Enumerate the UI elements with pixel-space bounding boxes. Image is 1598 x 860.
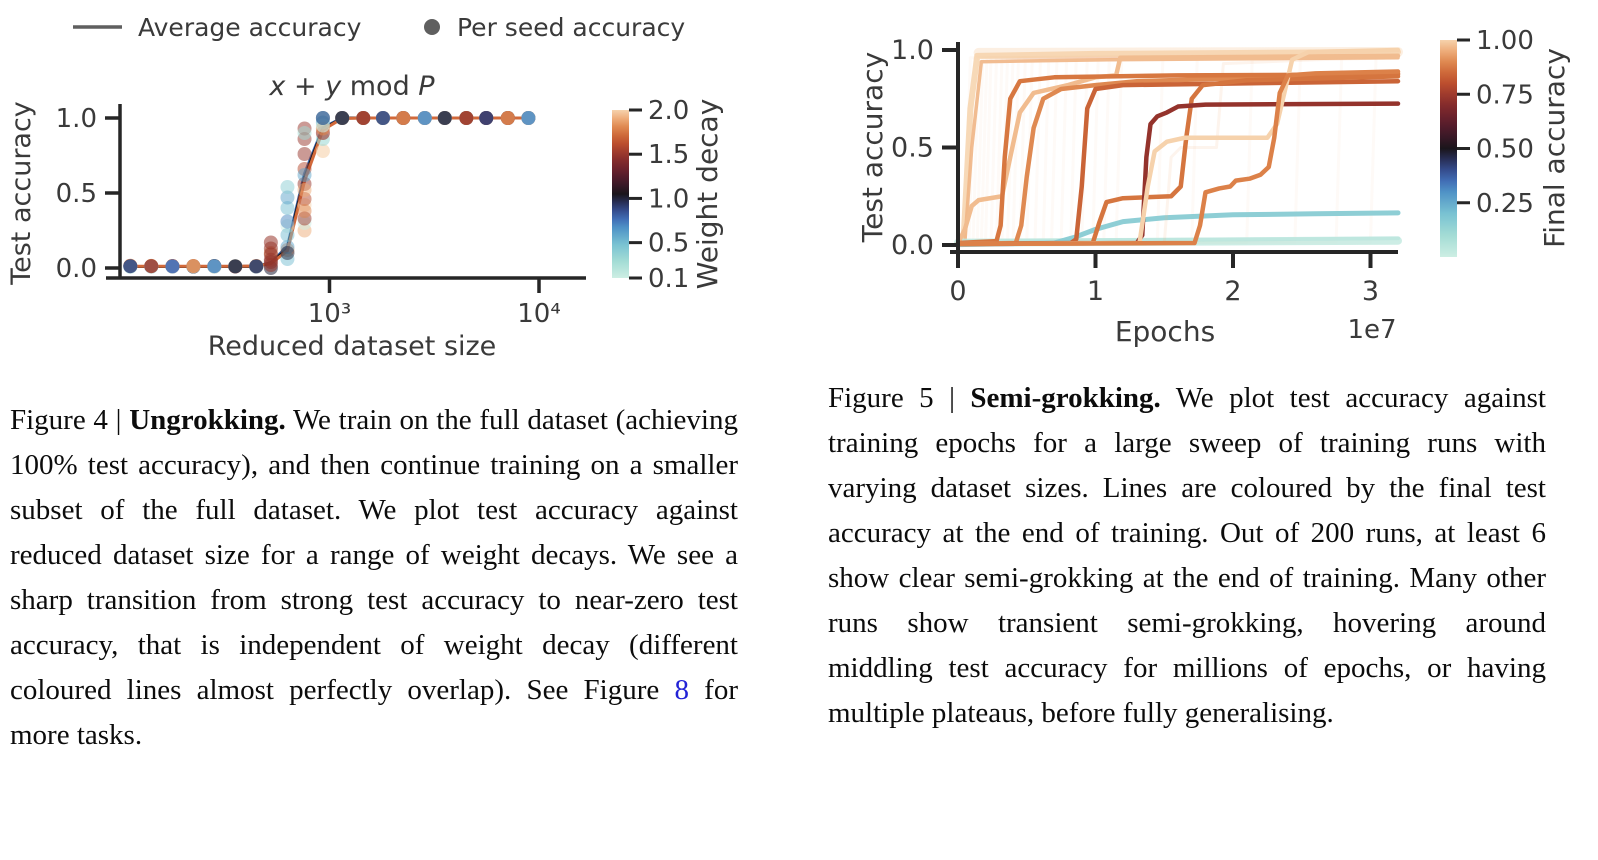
figure8-link[interactable]: 8: [674, 674, 689, 706]
fig4-scatter-dot: [521, 111, 536, 125]
fig5-y-tick-label: 0.0: [891, 230, 934, 261]
fig4-scatter-dot: [356, 111, 371, 125]
fig4-scatter-dot: [280, 180, 295, 194]
fig5-run-line: [955, 74, 1401, 247]
fig4-scatter-dot: [280, 201, 295, 215]
fig4-scatter-dot: [479, 111, 494, 125]
fig4-scatter-dot: [375, 111, 390, 125]
legend-dot-sample: [424, 19, 440, 35]
fig5-colorbar-tick-label: 0.50: [1476, 135, 1534, 165]
fig5-colorbar-tick-label: 1.00: [1476, 26, 1534, 56]
fig4-title: x + y mod P: [268, 71, 435, 102]
fig5-colorbar-label: Final accuracy: [1538, 48, 1571, 248]
fig5-x-tick-label: 2: [1224, 276, 1241, 307]
fig5-run-line: [955, 71, 1401, 247]
figure4-caption-body-end: for more tasks.: [10, 674, 738, 751]
fig4-scatter-dot: [315, 111, 330, 125]
fig4-colorbar-tick-label: 2.0: [648, 96, 689, 126]
fig4-scatter-dot: [297, 126, 312, 140]
fig4-colorbar-tick-label: 0.5: [648, 229, 689, 259]
fig4-scatter-dot: [396, 111, 411, 125]
fig5-y-tick-label: 1.0: [891, 35, 934, 66]
fig5-colorbar-tick-label: 0.75: [1476, 80, 1534, 110]
fig4-scatter-dot: [297, 147, 312, 161]
legend-dot-label: Per seed accuracy: [457, 13, 685, 42]
fig5-y-axis-label: Test accuracy: [856, 52, 889, 243]
fig4-colorbar-tick-label: 0.1: [648, 264, 689, 294]
fig5-x-axis-label: Epochs: [1115, 315, 1215, 348]
fig4-scatter-dot: [335, 111, 350, 125]
fig4-scatter-dot: [297, 168, 312, 182]
fig4-scatter-dot: [165, 259, 180, 274]
figure5-caption: Figure 5 | Semi-grokking. We plot test a…: [828, 376, 1546, 736]
figure5-caption-label: Figure 5 |: [828, 382, 971, 414]
fig5-colorbar-tick-label: 0.25: [1476, 189, 1534, 219]
fig4-scatter-dot: [280, 228, 295, 242]
legend-line-label: Average accuracy: [138, 13, 362, 42]
figure4-caption-body: We train on the full dataset (achieving …: [10, 404, 738, 706]
fig5-colorbar: [1440, 40, 1457, 257]
fig4-scatter-dot: [437, 111, 452, 125]
fig4-scatter-dot: [500, 111, 515, 125]
fig4-scatter-dot: [280, 246, 295, 260]
figure5-caption-title: Semi-grokking.: [970, 382, 1161, 414]
fig4-colorbar: [612, 110, 629, 278]
fig4-scatter-dot: [459, 111, 474, 125]
fig5-run-line: [956, 56, 1400, 246]
fig4-colorbar-tick-label: 1.0: [648, 184, 689, 214]
fig4-scatter-dot: [144, 259, 159, 274]
fig4-y-tick-label: 0.5: [56, 179, 97, 209]
figure4-caption-label: Figure 4 |: [10, 404, 130, 436]
fig5-run-line: [955, 53, 1401, 246]
fig4-scatter-dot: [280, 214, 295, 229]
fig4-y-tick-label: 0.0: [56, 254, 97, 284]
fig4-scatter-dot: [207, 259, 222, 274]
fig4-x-tick-label: 10⁴: [517, 299, 561, 329]
fig4-scatter-dot: [315, 144, 330, 158]
fig4-y-tick-label: 1.0: [56, 104, 97, 134]
fig4-scatter-dot: [186, 259, 201, 274]
fig5-x-tick-label: 3: [1362, 276, 1379, 307]
fig4-scatter-dot: [297, 204, 312, 218]
fig4-colorbar-label: Weight decay: [691, 99, 724, 290]
fig4-scatter-dot: [280, 190, 295, 205]
fig5-x-tick-label: 1: [1087, 276, 1104, 307]
fig4-scatter-dot: [249, 259, 264, 274]
fig4-scatter-dot: [123, 259, 138, 274]
fig4-scatter-dot: [263, 235, 278, 250]
fig4-scatter-dot: [417, 111, 432, 125]
fig4-scatter-dot: [297, 183, 312, 197]
fig5-x-unit-label: 1e7: [1347, 315, 1396, 345]
fig4-scatter-dot: [228, 259, 243, 274]
figure4-caption-title: Ungrokking.: [129, 404, 286, 436]
fig5-x-tick-label: 0: [949, 276, 966, 307]
figure4-caption: Figure 4 | Ungrokking. We train on the f…: [10, 398, 738, 758]
fig4-x-tick-label: 10³: [308, 299, 352, 329]
fig5-run-line: [960, 48, 1401, 245]
fig5-y-tick-label: 0.5: [891, 133, 934, 164]
fig4-y-axis-label: Test accuracy: [6, 101, 37, 286]
figure4-chart: Average accuracy Per seed accuracy x + y m…: [6, 13, 724, 362]
fig5-run-line: [955, 69, 1401, 247]
fig5-run-line: [955, 72, 1401, 246]
fig4-x-axis-label: Reduced dataset size: [208, 331, 497, 362]
figure5-caption-body: We plot test accuracy against training e…: [828, 382, 1546, 729]
fig4-colorbar-tick-label: 1.5: [648, 140, 689, 170]
fig5-run-line: [955, 47, 1401, 247]
